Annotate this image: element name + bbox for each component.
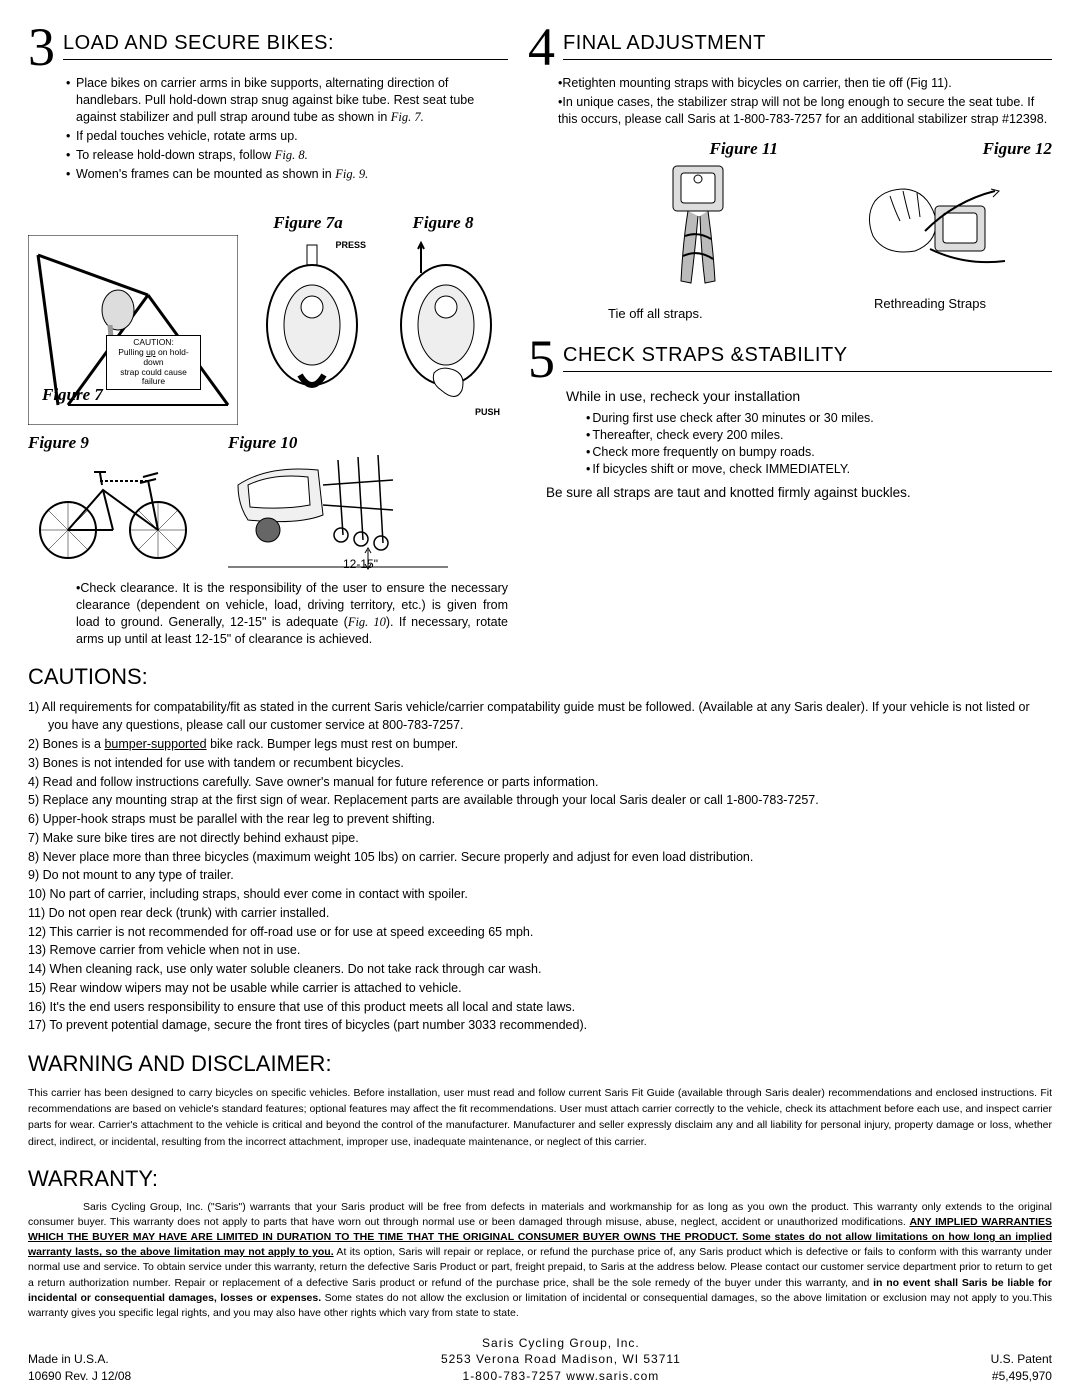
caution-item: 17) To prevent potential damage, secure … xyxy=(28,1016,1052,1035)
caution-item: 7) Make sure bike tires are not directly… xyxy=(28,829,1052,848)
rethread-caption: Rethreading Straps xyxy=(874,295,986,313)
step3-bullet: If pedal touches vehicle, rotate arms up… xyxy=(76,128,508,145)
figure-7-diagram: CAUTION: Pulling up on hold-down strap c… xyxy=(28,235,238,425)
press-label: PRESS xyxy=(335,239,366,251)
step4-title: Final Adjustment xyxy=(563,30,1052,60)
fig11-label: Figure 11 xyxy=(710,138,779,161)
step3-bullet: Place bikes on carrier arms in bike supp… xyxy=(76,75,508,126)
figure-12-diagram xyxy=(845,161,1015,291)
step4-number: 4 xyxy=(528,26,555,69)
step4-body: •Retighten mounting straps with bicycles… xyxy=(528,75,1052,128)
step3-number: 3 xyxy=(28,26,55,69)
step3-body: Place bikes on carrier arms in bike supp… xyxy=(28,75,508,182)
caution-item: 16) It's the end users responsibility to… xyxy=(28,998,1052,1017)
figure-10-diagram xyxy=(228,455,448,570)
step5-bullet: During first use check after 30 minutes … xyxy=(586,410,1052,427)
caution-item: 6) Upper-hook straps must be parallel wi… xyxy=(28,810,1052,829)
push-label: PUSH xyxy=(475,406,500,418)
footer: Made in U.S.A. 10690 Rev. J 12/08 Saris … xyxy=(28,1335,1052,1384)
cautions-list: 1) All requirements for compatability/fi… xyxy=(28,698,1052,1036)
step3-bullet: Women's frames can be mounted as shown i… xyxy=(76,166,508,183)
patent-label: U.S. Patent xyxy=(991,1351,1052,1367)
clearance-note: •Check clearance. It is the responsibili… xyxy=(28,580,508,648)
caution-item: 8) Never place more than three bicycles … xyxy=(28,848,1052,867)
step3-title: Load and Secure Bikes: xyxy=(63,30,508,60)
fig12-label: Figure 12 xyxy=(983,138,1052,161)
caution-item: 2) Bones is a bumper-supported bike rack… xyxy=(28,735,1052,754)
caution-box: CAUTION: Pulling up on hold-down strap c… xyxy=(106,335,201,390)
revision: 10690 Rev. J 12/08 xyxy=(28,1368,131,1384)
warning-text: This carrier has been designed to carry … xyxy=(28,1085,1052,1150)
caution-item: 9) Do not mount to any type of trailer. xyxy=(28,866,1052,885)
caution-item: 5) Replace any mounting strap at the fir… xyxy=(28,791,1052,810)
warranty-text: Saris Cycling Group, Inc. ("Saris") warr… xyxy=(28,1200,1052,1322)
step3-bullet: To release hold-down straps, follow Fig.… xyxy=(76,147,508,164)
caution-item: 10) No part of carrier, including straps… xyxy=(28,885,1052,904)
step5-body: While in use, recheck your installation … xyxy=(528,387,1052,502)
caution-item: 13) Remove carrier from vehicle when not… xyxy=(28,941,1052,960)
caution-item: 4) Read and follow instructions carefull… xyxy=(28,773,1052,792)
tieoff-caption: Tie off all straps. xyxy=(608,305,703,323)
patent-number: #5,495,970 xyxy=(991,1368,1052,1384)
figure-8-diagram: PUSH xyxy=(386,235,506,430)
step5-number: 5 xyxy=(528,338,555,381)
company-contact: 1-800-783-7257 www.saris.com xyxy=(441,1368,681,1384)
made-in: Made in U.S.A. xyxy=(28,1351,131,1367)
fig10-label: Figure 10 xyxy=(228,432,508,455)
warranty-heading: Warranty: xyxy=(28,1164,1052,1194)
fig7-label: Figure 7 xyxy=(42,384,103,407)
figure-9-diagram xyxy=(28,455,198,560)
caution-item: 11) Do not open rear deck (trunk) with c… xyxy=(28,904,1052,923)
company-name: Saris Cycling Group, Inc. xyxy=(441,1335,681,1351)
fig7a-label: Figure 7a xyxy=(248,212,368,235)
caution-item: 15) Rear window wipers may not be usable… xyxy=(28,979,1052,998)
caution-item: 14) When cleaning rack, use only water s… xyxy=(28,960,1052,979)
cautions-heading: Cautions: xyxy=(28,662,1052,692)
figure-11-diagram xyxy=(633,161,763,301)
caution-item: 3) Bones is not intended for use with ta… xyxy=(28,754,1052,773)
step5-bullet: Check more frequently on bumpy roads. xyxy=(586,444,1052,461)
caution-item: 1) All requirements for compatability/fi… xyxy=(28,698,1052,736)
fig8-label: Figure 8 xyxy=(378,212,508,235)
step5-title: Check Straps &Stability xyxy=(563,342,1052,372)
fig9-label: Figure 9 xyxy=(28,432,198,455)
warning-heading: Warning and Disclaimer: xyxy=(28,1049,1052,1079)
figure-7a-diagram: PRESS xyxy=(252,235,372,410)
company-address: 5253 Verona Road Madison, WI 53711 xyxy=(441,1351,681,1367)
step5-bullet: Thereafter, check every 200 miles. xyxy=(586,427,1052,444)
caution-item: 12) This carrier is not recommended for … xyxy=(28,923,1052,942)
step5-bullet: If bicycles shift or move, check IMMEDIA… xyxy=(586,461,1052,478)
clearance-dim: 12-15" xyxy=(343,556,378,572)
